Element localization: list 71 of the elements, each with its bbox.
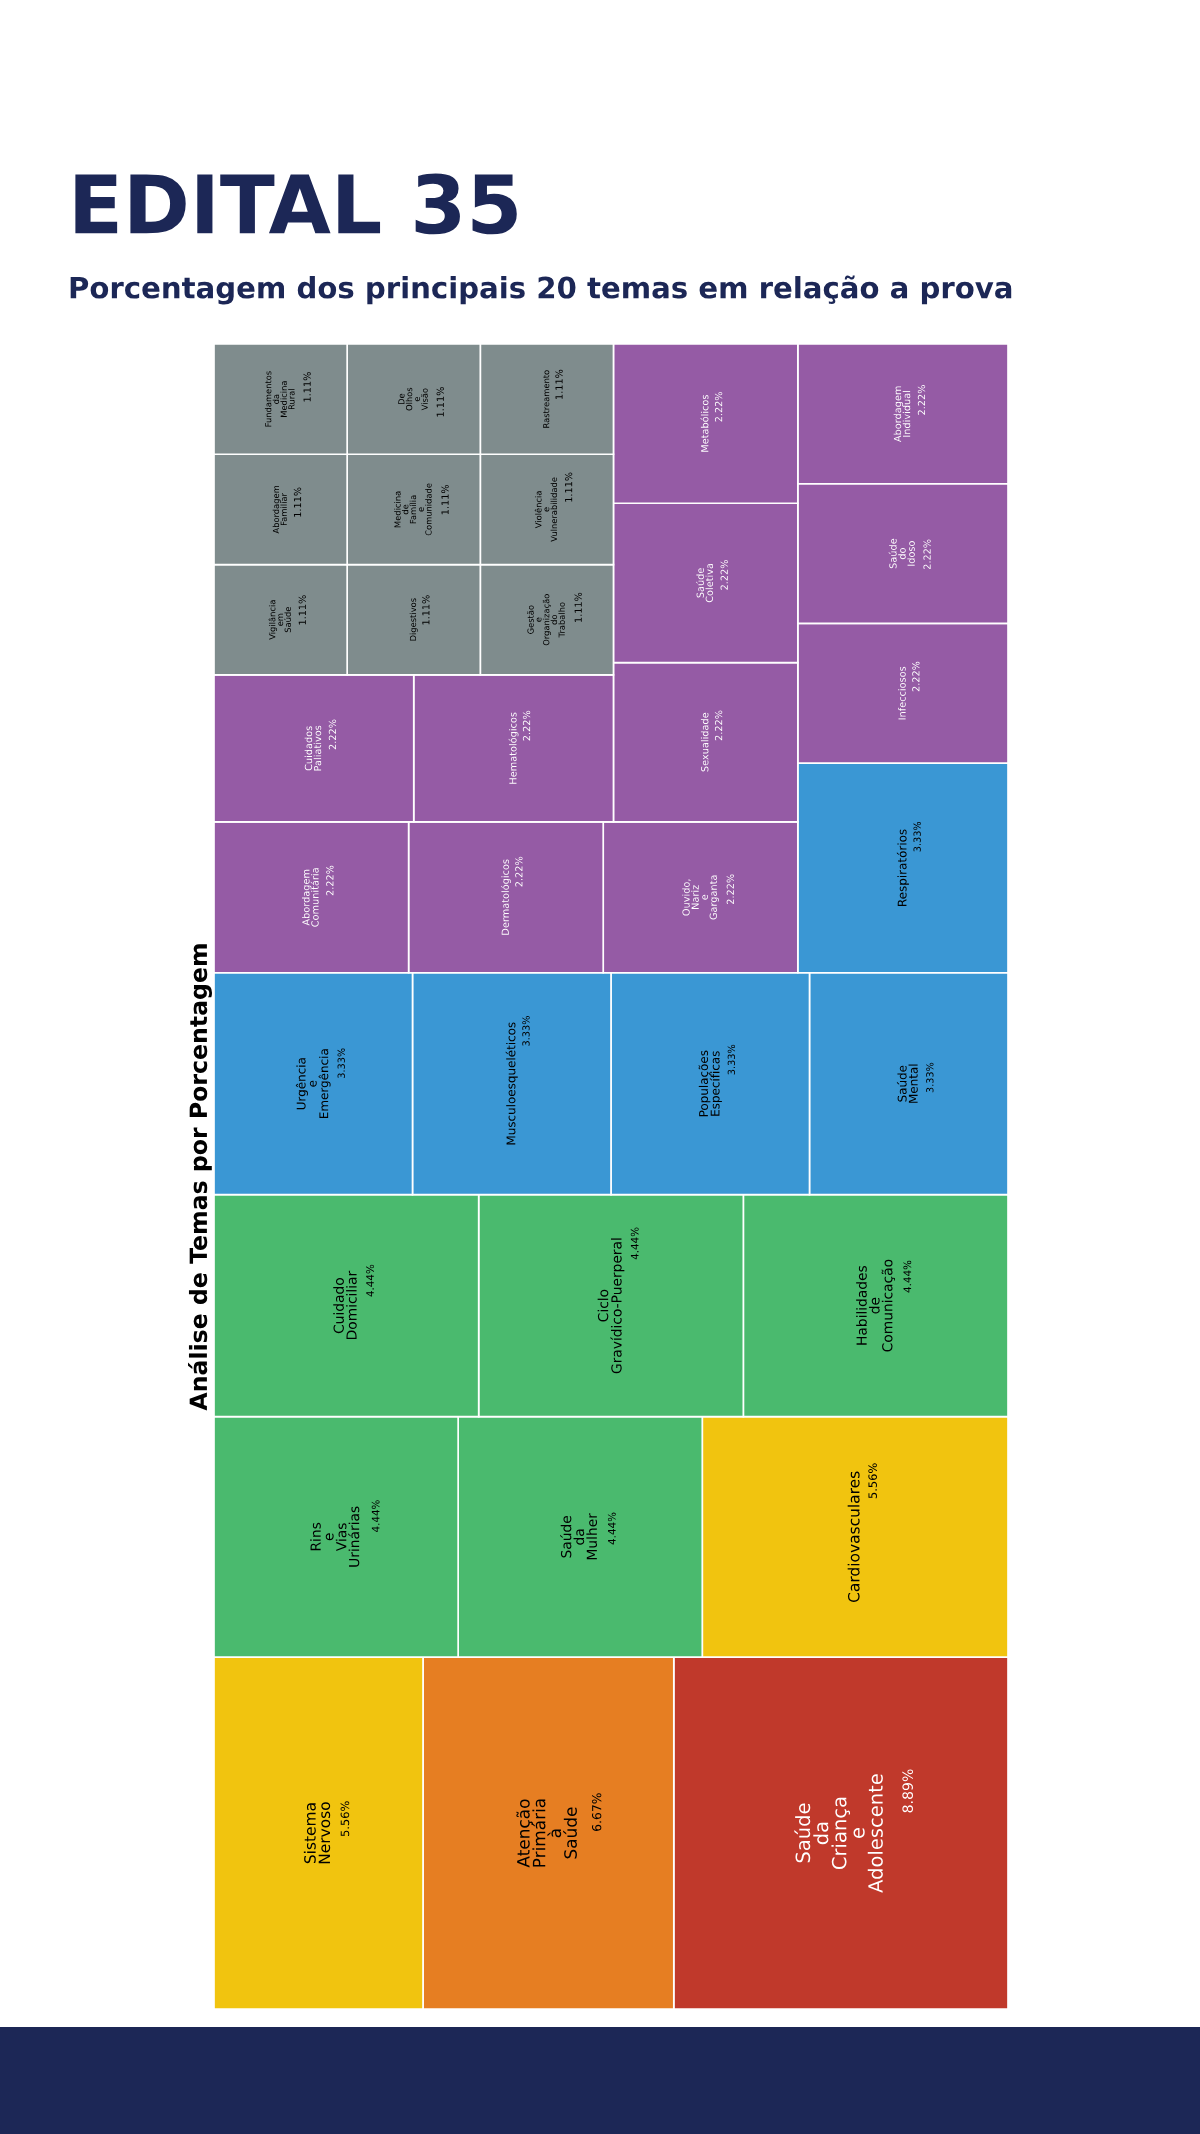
category-label: Metabólicos: [700, 395, 709, 452]
category-label: Saúde da Criança e Adolescente: [794, 1774, 883, 1893]
data-label: 2.22%: [328, 719, 337, 750]
category-label: Abordagem Familiar: [272, 485, 287, 534]
category-label: Hematológicos: [508, 712, 519, 784]
category-label: Rastreamento: [543, 370, 550, 428]
category-label: Saúde da Mulher: [560, 1513, 598, 1560]
data-label: 8.89%: [902, 1769, 913, 1813]
data-label: 2.22%: [515, 856, 523, 887]
data-label: 1.11%: [422, 595, 430, 625]
text: Análise de Temas por Porcentagem: [188, 944, 212, 1411]
category-label: Saúde Mental: [896, 1064, 918, 1103]
category-label: Infecciosos: [898, 666, 906, 720]
category-label: Populações Específicas: [698, 1050, 722, 1117]
data-label: 1.11%: [441, 484, 449, 515]
data-label: 3.33%: [522, 1016, 530, 1046]
data-label: 2.22%: [726, 874, 734, 905]
category-label: Urgência e Emergência: [295, 1049, 331, 1119]
category-label: Rins e Vias Urinárias: [310, 1506, 360, 1567]
data-label: 4.44%: [371, 1500, 380, 1532]
data-label: 5.56%: [868, 1463, 877, 1499]
category-label: Respiratórios: [896, 829, 909, 906]
category-label: Saúde do Idoso: [888, 538, 915, 569]
data-label: 3.33%: [727, 1044, 736, 1075]
category-label: De Olhos e Visão: [398, 387, 428, 411]
category-label: Cardiovasculares: [847, 1471, 860, 1603]
category-label: Gestão e Organização do Trabalho: [527, 594, 565, 646]
category-label: Ciclo Gravídico-Puerperal: [597, 1238, 625, 1374]
data-label: 1.11%: [303, 372, 311, 402]
data-label: 2.22%: [720, 560, 728, 590]
data-label: 3.33%: [337, 1048, 345, 1078]
data-label: 2.22%: [714, 391, 723, 422]
category-label: Digestivos: [409, 598, 418, 641]
category-label: Atenção Primária à Saúde: [516, 1799, 577, 1868]
category-label: Sistema Nervoso: [303, 1802, 331, 1864]
category-label: Violência e Vulnerabilidade: [534, 477, 558, 542]
data-label: 3.33%: [913, 821, 921, 852]
text: Porcentagem dos principais 20 temas em relação a prova: [70, 275, 1012, 305]
category-label: Medicina de Família e Comunidade: [394, 483, 432, 536]
data-label: 1.11%: [564, 472, 573, 502]
data-label: 2.22%: [923, 539, 931, 570]
data-label: 1.11%: [555, 369, 563, 399]
data-label: 4.44%: [607, 1512, 616, 1545]
category-label: Habilidades de Comunicação: [856, 1259, 895, 1352]
data-label: 1.11%: [293, 487, 302, 517]
category-label: Musculoesqueléticos: [505, 1022, 518, 1145]
data-label: 5.56%: [340, 1801, 350, 1837]
text: EDITAL 35: [75, 173, 517, 235]
category-label: Sexualidade: [700, 712, 709, 772]
data-label: 2.22%: [522, 710, 531, 741]
data-label: 1.11%: [436, 387, 444, 417]
category-label: Abordagem Individual: [893, 386, 911, 443]
category-label: Abordagem Comunitária: [302, 868, 319, 927]
category-label: Ouvido, Nariz e Garganta: [682, 875, 719, 920]
category-label: Cuidados Paliativos: [304, 725, 322, 771]
data-label: 6.67%: [591, 1793, 602, 1831]
data-label: 4.44%: [630, 1227, 639, 1260]
data-label: 2.22%: [917, 385, 926, 415]
category-label: Saúde Coletiva: [695, 563, 714, 603]
category-label: Dermatológicos: [500, 859, 511, 935]
data-label: 3.33%: [926, 1062, 934, 1093]
data-label: 2.22%: [326, 865, 334, 896]
category-label: Cuidado Domiciliar: [333, 1270, 357, 1340]
data-label: 2.22%: [714, 710, 723, 741]
data-label: 2.22%: [912, 661, 920, 692]
category-label: Vigilância em Saúde: [268, 600, 291, 640]
data-label: 4.44%: [366, 1264, 374, 1297]
category-label: Fundamentos da Medicina Rural: [264, 371, 295, 427]
data-label: 1.11%: [298, 595, 306, 625]
data-label: 4.44%: [903, 1260, 912, 1293]
data-label: 1.11%: [574, 592, 582, 622]
